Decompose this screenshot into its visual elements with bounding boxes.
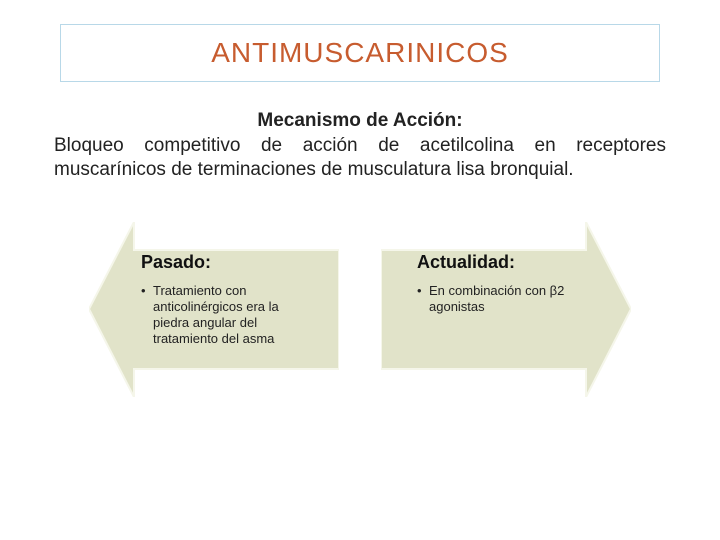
slide: ANTIMUSCARINICOS Mecanismo de Acción: Bl… bbox=[0, 0, 720, 540]
arrow-right-content: Actualidad: En combinación con β2 agonis… bbox=[417, 252, 572, 316]
slide-title: ANTIMUSCARINICOS bbox=[81, 37, 639, 69]
arrow-right-bullet: En combinación con β2 agonistas bbox=[417, 283, 572, 316]
subtitle: Mecanismo de Acción: bbox=[50, 110, 670, 132]
arrow-left: Pasado: Tratamiento con anticolinérgicos… bbox=[89, 222, 339, 397]
arrow-left-bullet: Tratamiento con anticolinérgicos era la … bbox=[141, 283, 296, 348]
arrow-right: Actualidad: En combinación con β2 agonis… bbox=[381, 222, 631, 397]
arrow-left-heading: Pasado: bbox=[141, 252, 296, 273]
arrow-right-heading: Actualidad: bbox=[417, 252, 572, 273]
arrow-left-content: Pasado: Tratamiento con anticolinérgicos… bbox=[141, 252, 296, 348]
arrows-row: Pasado: Tratamiento con anticolinérgicos… bbox=[50, 222, 670, 397]
body-text: Bloqueo competitivo de acción de acetilc… bbox=[54, 134, 666, 182]
title-container: ANTIMUSCARINICOS bbox=[60, 24, 660, 82]
